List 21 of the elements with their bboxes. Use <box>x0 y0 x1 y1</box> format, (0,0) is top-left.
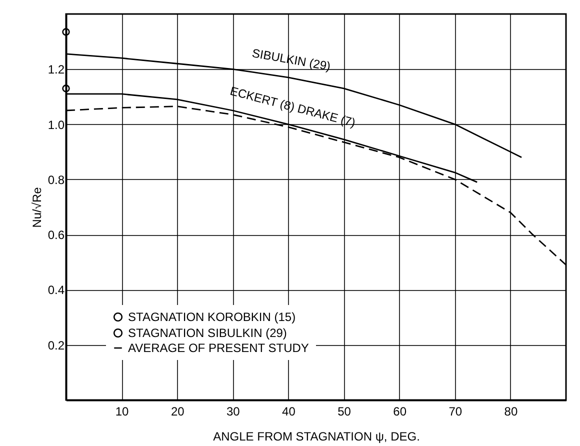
text: ECKERT (8) DRAKE (7) <box>228 84 357 130</box>
x-axis-title: ANGLE FROM STAGNATION ψ, DEG. <box>213 430 420 444</box>
y-tick-label: 0.4 <box>48 283 65 298</box>
x-tick-label: 50 <box>338 404 352 418</box>
x-tick-label: 70 <box>448 404 462 418</box>
x-tick-label: 30 <box>226 404 240 418</box>
x-tick-label: 20 <box>170 404 185 418</box>
legend-label: STAGNATION KOROBKIN (15) <box>128 310 296 324</box>
x-tick-label: 80 <box>504 404 518 418</box>
y-tick-label: 0.2 <box>48 338 65 352</box>
y-tick-label: 1.2 <box>48 62 65 77</box>
y-tick-label: 1.0 <box>48 118 65 132</box>
y-axis-title: Nu/√Re <box>30 186 44 228</box>
text: SIBULKIN (29) <box>251 46 332 74</box>
legend-label: AVERAGE OF PRESENT STUDY <box>128 341 309 355</box>
legend-label: STAGNATION SIBULKIN (29) <box>128 326 287 340</box>
x-tick-label: 60 <box>393 404 407 418</box>
y-tick-label: 0.8 <box>48 172 65 187</box>
x-tick-label: 10 <box>115 404 130 418</box>
y-tick-label: 0.6 <box>48 228 65 242</box>
x-tick-label: 40 <box>282 404 296 418</box>
